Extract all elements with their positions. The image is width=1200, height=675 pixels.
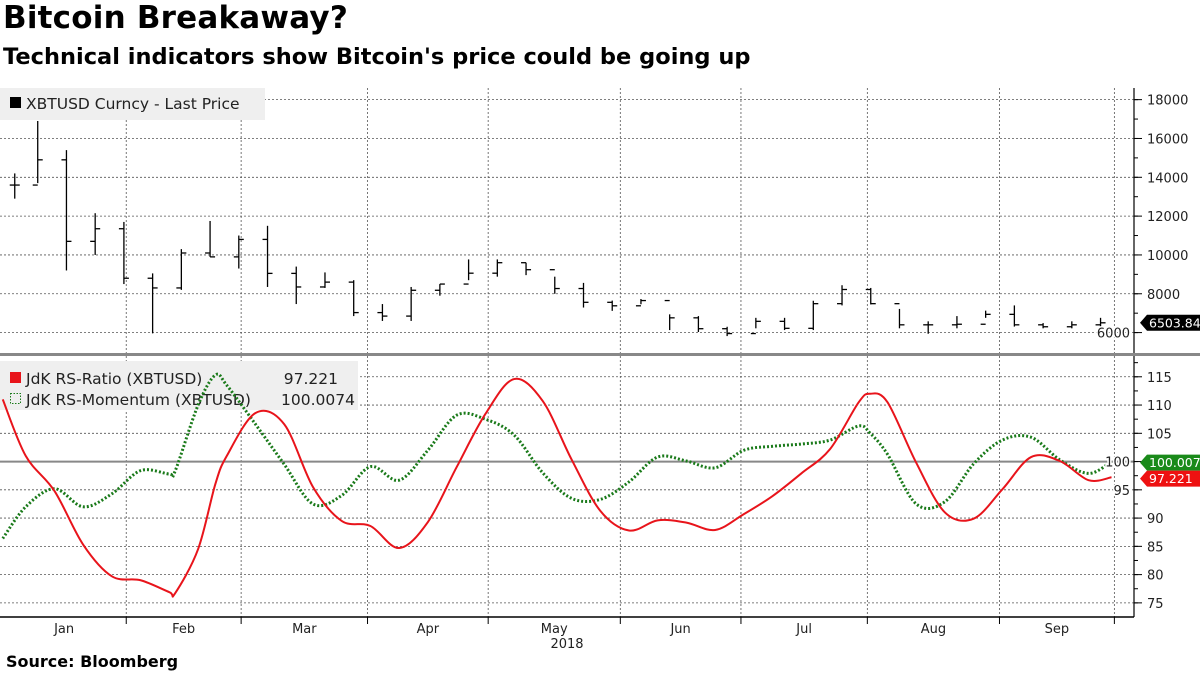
lower-y-tick-label: 90: [1147, 512, 1164, 527]
price-bar: [118, 221, 129, 285]
chart-subtitle: Technical indicators show Bitcoin's pric…: [3, 44, 751, 70]
chart-title: Bitcoin Breakaway?: [3, 0, 349, 36]
rs-ratio-legend-label: JdK RS-Ratio (XBTUSD): [25, 370, 202, 388]
price-bar: [865, 287, 876, 305]
lower-y-tick-label: 85: [1147, 540, 1164, 555]
upper-y-tick-label: 14000: [1147, 171, 1188, 186]
price-bar: [549, 269, 560, 294]
axes: Jan Feb Mar Apr May Jun Jul Aug Sep 6000 8000 10000…: [0, 88, 1200, 637]
price-bar: [980, 310, 991, 325]
price-bar: [377, 304, 388, 321]
price-bar: [61, 150, 72, 271]
lower-y-tick-label: 75: [1147, 597, 1164, 612]
rs-ratio-legend-value: 97.221: [284, 370, 338, 388]
upper-y-tick-label: 10000: [1147, 249, 1188, 264]
price-bar: [837, 285, 848, 306]
price-bar: [951, 316, 962, 329]
price-bar: [722, 326, 733, 337]
price-bar: [1066, 321, 1077, 329]
ratio-last-tag: 97.221: [1140, 470, 1200, 487]
price-bar: [319, 272, 330, 288]
rs-momentum-legend-label: JdK RS-Momentum (XBTUSD): [25, 391, 251, 409]
price-bar: [147, 273, 158, 334]
price-bar: [492, 259, 503, 277]
price-bar: [233, 235, 244, 269]
price-bar: [348, 280, 359, 317]
upper-y-tick-label: 16000: [1147, 132, 1188, 147]
x-axis-month-label: Jun: [669, 622, 690, 637]
lower-y-tick-label: 105: [1147, 427, 1172, 442]
rs-ratio-line: [1, 377, 1112, 598]
ratio-last-value: 97.221: [1149, 471, 1193, 486]
price-bar: [808, 300, 819, 331]
rs-momentum-legend-icon: [10, 393, 21, 404]
momentum-last-tag: 100.0074: [1140, 454, 1200, 471]
source-note: Source: Bloomberg: [6, 652, 179, 671]
price-last-tag: 6503.84: [1140, 314, 1200, 331]
price-bar: [9, 173, 20, 199]
price-bar: [205, 220, 216, 258]
lower-y-tick-label: 100: [1105, 456, 1130, 471]
price-bar: [635, 299, 646, 307]
lower-legend: JdK RS-Ratio (XBTUSD) 97.221 JdK RS-Mome…: [0, 361, 358, 410]
price-bar: [578, 282, 589, 308]
price-bar: [779, 317, 790, 331]
rs-momentum-legend-value: 100.0074: [281, 391, 355, 409]
price-legend-icon: [10, 97, 21, 108]
upper-legend: XBTUSD Curncy - Last Price: [0, 88, 265, 120]
price-last-value: 6503.84: [1149, 315, 1200, 330]
price-bar: [664, 299, 675, 331]
lower-y-tick-label: 115: [1147, 371, 1172, 386]
rs-ratio-legend-icon: [10, 372, 21, 383]
price-bar: [693, 316, 704, 333]
x-axis-month-label: Jul: [795, 622, 812, 637]
price-bar: [434, 283, 445, 296]
lower-y-tick-label: 80: [1147, 569, 1164, 584]
price-bars: [9, 121, 1106, 337]
lower-y-tick-label: 95: [1113, 484, 1130, 499]
price-bar: [1095, 317, 1106, 327]
lower-y-tick-label: 110: [1147, 399, 1172, 414]
price-bar: [894, 303, 905, 329]
x-axis-month-label: Mar: [292, 622, 317, 637]
x-axis-month-label: Jan: [53, 622, 74, 637]
momentum-last-value: 100.0074: [1149, 455, 1200, 470]
price-bar: [90, 213, 101, 255]
upper-y-tick-label: 6000: [1097, 327, 1130, 342]
upper-y-tick-label: 18000: [1147, 94, 1188, 109]
indicator-lines: [1, 372, 1113, 598]
price-bar: [176, 249, 187, 290]
gridlines: [0, 88, 1134, 617]
price-bar: [1038, 323, 1049, 329]
x-axis-year: 2018: [550, 637, 583, 652]
price-bar: [1009, 305, 1020, 327]
x-axis-month-label: Feb: [172, 622, 195, 637]
price-bar: [521, 262, 532, 276]
x-axis-month-label: May: [541, 622, 568, 637]
price-bar: [406, 286, 417, 321]
price-bar: [607, 300, 618, 311]
upper-y-tick-label: 8000: [1147, 288, 1180, 303]
price-bar: [291, 266, 302, 305]
price-legend-label: XBTUSD Curncy - Last Price: [26, 95, 240, 113]
x-axis-month-label: Apr: [417, 622, 440, 637]
price-bar: [923, 321, 934, 334]
price-bar: [262, 225, 273, 287]
x-axis-month-label: Sep: [1045, 622, 1070, 637]
price-bar: [750, 317, 761, 335]
price-bar: [32, 121, 43, 186]
price-bar: [463, 259, 474, 285]
upper-y-tick-label: 12000: [1147, 210, 1188, 225]
x-axis-month-label: Aug: [921, 622, 946, 637]
